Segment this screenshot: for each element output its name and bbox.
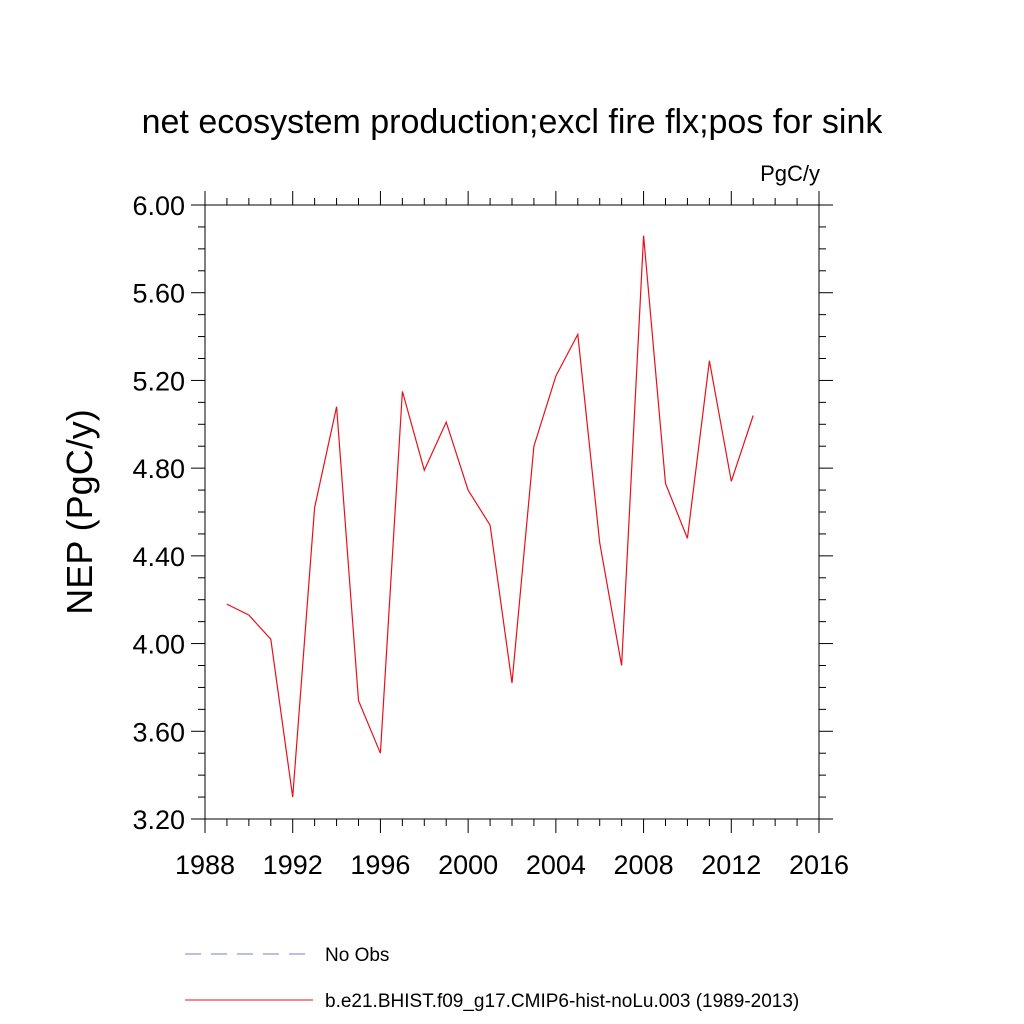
x-tick-label: 2016 [789,850,849,880]
x-tick-label: 1988 [175,850,235,880]
x-tick-label: 1996 [350,850,410,880]
axis-tick-labels: 1988 1992 1996 2000 2004 2008 2012 2016 3.20 3.60… [132,191,849,880]
axis-ticks [191,191,833,833]
plot-frame [204,204,820,820]
y-tick-label: 4.80 [132,454,185,484]
chart-title: net ecosystem production;excl fire flx;p… [142,103,884,141]
y-tick-label: 4.40 [132,542,185,572]
series-line-1 [226,235,754,798]
legend-label-0: No Obs [325,945,389,966]
y-tick-label: 5.60 [132,279,185,309]
x-tick-label: 2008 [614,850,674,880]
x-tick-label: 2004 [526,850,586,880]
y-axis-label: NEP (PgC/y) [59,409,100,614]
y-tick-label: 4.00 [132,630,185,660]
y-tick-label: 6.00 [132,191,185,221]
series-layer [226,235,754,798]
units-label: PgC/y [760,161,820,186]
x-tick-label: 2012 [701,850,761,880]
y-tick-label: 5.20 [132,366,185,396]
legend: No Obs b.e21.BHIST.f09_g17.CMIP6-hist-noL… [185,945,799,1012]
y-tick-label: 3.20 [132,805,185,835]
x-tick-label: 2000 [438,850,498,880]
legend-label-1: b.e21.BHIST.f09_g17.CMIP6-hist-noLu.003 … [325,991,799,1012]
x-tick-label: 1992 [263,850,323,880]
y-tick-label: 3.60 [132,717,185,747]
